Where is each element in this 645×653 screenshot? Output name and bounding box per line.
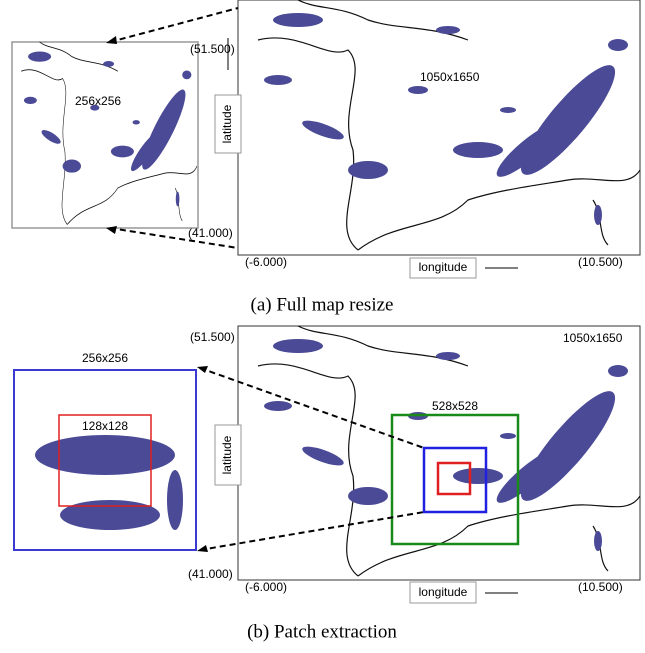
patch-size-label: 528x528 [432,399,478,413]
zoom-line [110,8,238,42]
precip-blob [35,435,175,475]
caption: (b) Patch extraction [247,621,397,642]
full-size-label: 1050x1650 [563,331,623,345]
figure: (51.500) (41.000) (-6.000) (10.500) 1050… [0,0,645,653]
latitude-label: latitude [220,104,234,143]
inset-size-label: 256x256 [82,351,128,365]
longitude-label: longitude [419,260,468,274]
south-label: (41.000) [188,226,233,240]
precip-blob [60,500,160,530]
longitude-label: longitude [419,585,468,599]
inset-size-label: 256x256 [75,94,121,108]
latitude-label: latitude [220,435,234,474]
west-label: (-6.000) [245,580,287,594]
north-label: (51.500) [190,330,235,344]
west-label: (-6.000) [245,255,287,269]
arrowhead [197,545,208,552]
full-size-label: 1050x1650 [420,70,480,84]
arrowhead [106,36,117,44]
east-label: (10.500) [578,255,623,269]
precip-blob [167,470,183,530]
caption: (a) Full map resize [251,294,394,315]
south-label: (41.000) [188,567,233,581]
arrowhead [197,366,208,373]
east-label: (10.500) [578,580,623,594]
crop-size-label: 128x128 [82,419,128,433]
